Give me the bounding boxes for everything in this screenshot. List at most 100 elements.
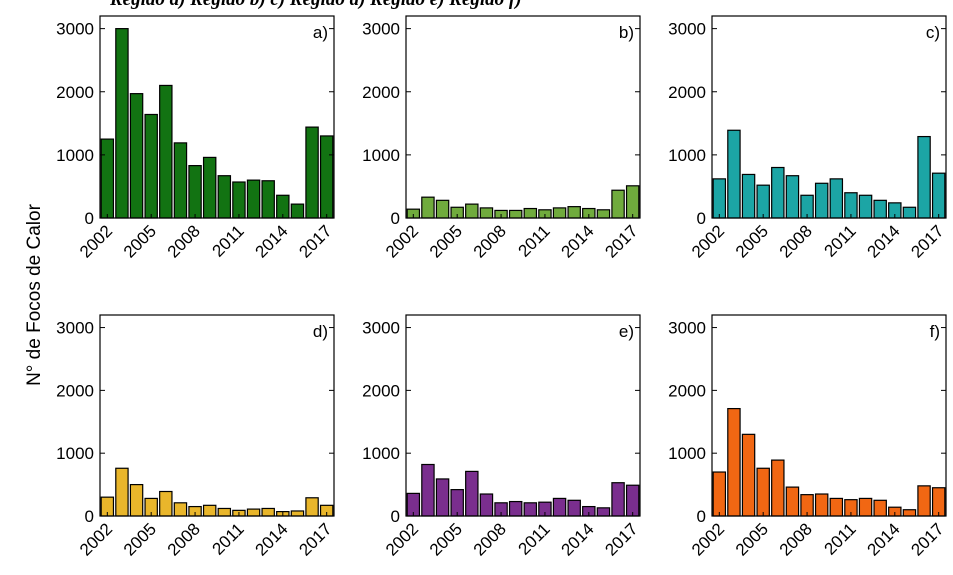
panel-label: c) — [926, 23, 940, 42]
x-tick-label: 2002 — [382, 221, 422, 261]
y-tick-label: 0 — [85, 209, 94, 228]
x-tick-label: 2017 — [907, 519, 947, 559]
y-tick-label: 2000 — [56, 381, 94, 400]
x-tick-label: 2017 — [601, 519, 641, 559]
x-tick-label: 2017 — [295, 519, 335, 559]
axes-box — [711, 314, 947, 517]
y-tick-label: 3000 — [56, 319, 94, 338]
bar — [217, 175, 232, 219]
bar — [829, 497, 844, 517]
bar — [902, 509, 917, 517]
bar-chart-panel: 0 1000 2000 3000 2002 2005 2008 2011 2014 2017 d) — [56, 314, 336, 560]
x-tick-label: 2002 — [688, 519, 728, 559]
x-tick-label: 2014 — [863, 519, 903, 559]
bar — [115, 467, 129, 517]
bar — [479, 493, 494, 517]
panel-label: b) — [619, 23, 634, 42]
bar — [596, 507, 611, 517]
bar — [756, 467, 770, 517]
x-tick-label: 2005 — [732, 221, 772, 261]
x-tick-label: 2011 — [208, 519, 247, 558]
bar — [261, 180, 275, 219]
bar — [144, 113, 158, 219]
bar-chart-panel: 0 1000 2000 3000 2002 2005 2008 2011 2014 2017 f) — [668, 314, 948, 560]
bar — [625, 185, 640, 219]
x-tick-label: 2008 — [164, 221, 204, 261]
bar — [100, 138, 115, 219]
x-tick-label: 2002 — [688, 221, 728, 261]
bar — [829, 178, 844, 219]
x-tick-label: 2014 — [557, 221, 597, 261]
axes-box — [99, 15, 335, 219]
x-tick-label: 2008 — [776, 221, 816, 261]
bar — [785, 486, 800, 517]
axes-box — [405, 314, 641, 517]
x-tick-label: 2011 — [514, 519, 553, 558]
y-tick-label: 1000 — [362, 444, 400, 463]
x-tick-label: 2017 — [907, 221, 947, 261]
bar — [173, 142, 188, 219]
bar — [785, 175, 800, 219]
bar — [741, 433, 756, 517]
bar — [232, 181, 246, 219]
x-tick-label: 2011 — [820, 221, 859, 260]
x-tick-label: 2008 — [470, 221, 510, 261]
bar — [217, 507, 232, 517]
bar — [741, 173, 756, 219]
bar — [523, 207, 538, 219]
bar — [421, 463, 435, 517]
bar — [202, 156, 217, 219]
x-tick-label: 2005 — [426, 519, 466, 559]
bar — [202, 504, 217, 517]
x-tick-label: 2008 — [470, 519, 510, 559]
bar — [290, 203, 305, 219]
bar — [246, 508, 261, 517]
bar — [479, 207, 494, 219]
x-tick-label: 2017 — [295, 221, 335, 261]
y-tick-label: 3000 — [668, 20, 706, 39]
bar-chart-panel: 0 1000 2000 3000 2002 2005 2008 2011 2014 2017 a) — [56, 15, 336, 262]
x-tick-label: 2014 — [251, 221, 291, 261]
y-tick-label: 0 — [391, 209, 400, 228]
axes-box — [405, 15, 641, 219]
bar — [727, 129, 741, 219]
bar — [465, 470, 479, 517]
y-tick-label: 1000 — [56, 146, 94, 165]
x-tick-label: 2002 — [76, 221, 116, 261]
y-tick-label: 1000 — [668, 444, 706, 463]
x-tick-label: 2005 — [120, 221, 160, 261]
bar — [625, 484, 640, 517]
bar — [917, 135, 931, 219]
y-tick-label: 2000 — [362, 83, 400, 102]
x-tick-label: 2017 — [601, 221, 641, 261]
bar — [814, 493, 829, 517]
y-tick-label: 1000 — [668, 146, 706, 165]
bar — [290, 510, 305, 517]
bar — [611, 482, 625, 517]
bar — [188, 165, 202, 219]
panel-label: e) — [619, 322, 634, 341]
bar — [873, 199, 887, 219]
x-tick-label: 2011 — [208, 221, 247, 260]
bar — [129, 483, 144, 517]
bar — [567, 499, 581, 517]
x-tick-label: 2005 — [120, 519, 160, 559]
y-tick-label: 3000 — [362, 20, 400, 39]
bar — [159, 84, 173, 219]
y-tick-label: 2000 — [668, 381, 706, 400]
y-tick-label: 0 — [391, 507, 400, 526]
bar — [596, 209, 611, 219]
bar — [756, 184, 770, 219]
x-tick-label: 2005 — [732, 519, 772, 559]
x-tick-label: 2008 — [164, 519, 204, 559]
x-tick-label: 2014 — [863, 221, 903, 261]
y-tick-label: 1000 — [56, 444, 94, 463]
bar — [465, 203, 479, 219]
bar — [814, 182, 829, 219]
bar — [523, 502, 538, 517]
bar — [246, 179, 261, 219]
bar — [115, 28, 129, 219]
bar — [931, 487, 946, 517]
